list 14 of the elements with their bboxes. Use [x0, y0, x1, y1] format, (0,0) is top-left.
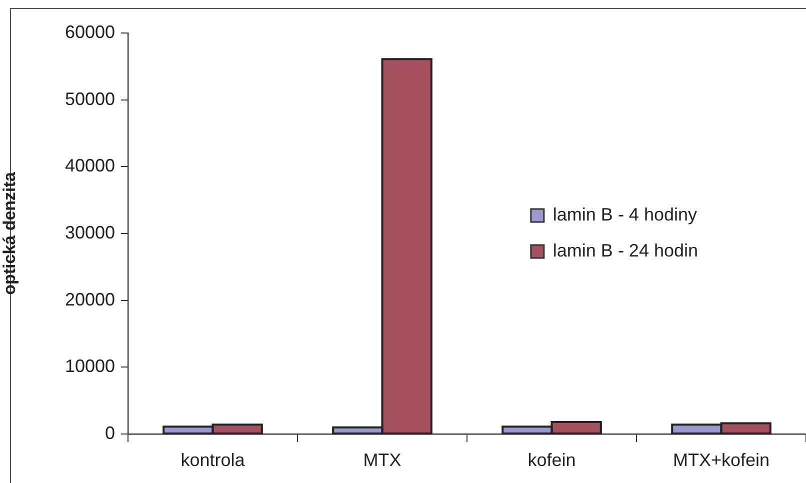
- x-tick-label: kofein: [528, 450, 576, 470]
- legend-label: lamin B - 24 hodin: [552, 240, 698, 260]
- x-tick-label: MTX: [363, 450, 402, 470]
- y-tick-label: 30000: [64, 222, 115, 242]
- y-tick-label: 20000: [64, 289, 115, 310]
- y-tick-label: 10000: [64, 356, 115, 376]
- legend-label: lamin B - 4 hodiny: [552, 204, 697, 224]
- y-tick-label: 60000: [64, 22, 115, 42]
- y-tick-label: 0: [104, 422, 115, 443]
- y-tick-label: 50000: [64, 88, 115, 109]
- y-axis-title: optická denzita: [0, 172, 19, 295]
- y-tick-label: 40000: [64, 156, 115, 176]
- x-tick-label: kontrola: [180, 450, 246, 470]
- x-tick-label: MTX+kofein: [672, 450, 770, 470]
